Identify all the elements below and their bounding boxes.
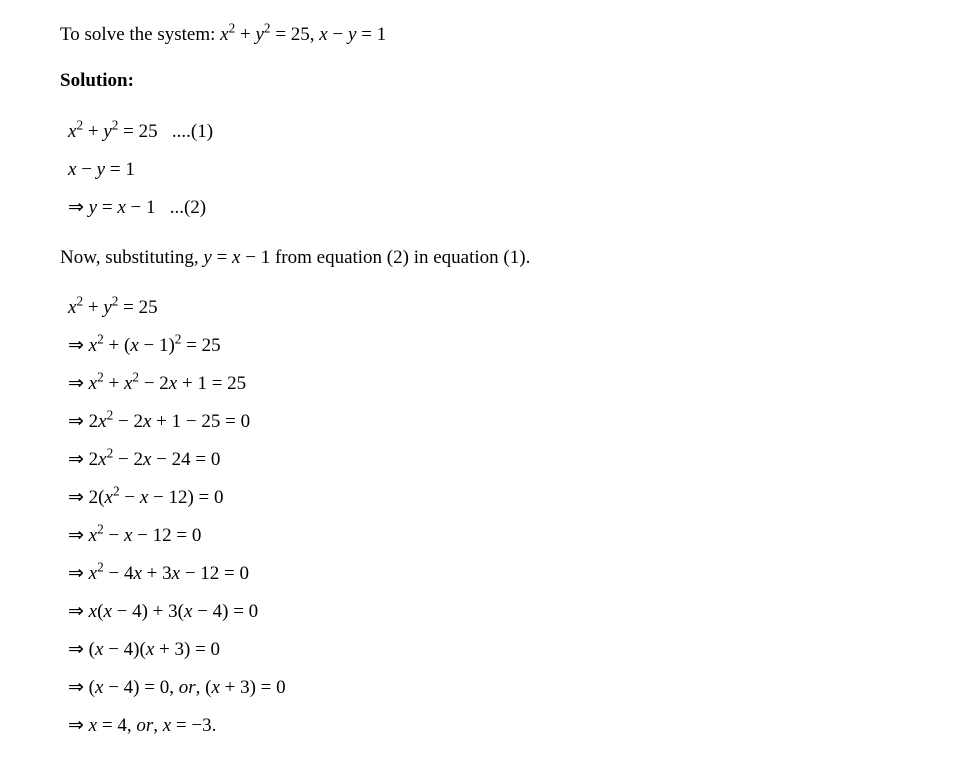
problem-statement: To solve the system: x2 + y2 = 25, x − y… (60, 20, 909, 50)
narrative-prefix: Now, substituting, (60, 247, 203, 268)
b2-l8: ⇒ x2 − 4x + 3x − 12 = 0 (68, 555, 909, 593)
b2-l7: ⇒ x2 − x − 12 = 0 (68, 517, 909, 555)
intro-system-eq: x2 + y2 = 25, x − y = 1 (220, 24, 386, 45)
b2-l3: ⇒ x2 + x2 − 2x + 1 = 25 (68, 365, 909, 403)
b2-l12: ⇒ x = 4, or, x = −3. (68, 707, 909, 745)
eq-2: x − y = 1 (68, 151, 909, 189)
b2-l5: ⇒ 2x2 − 2x − 24 = 0 (68, 441, 909, 479)
b2-l4: ⇒ 2x2 − 2x + 1 − 25 = 0 (68, 403, 909, 441)
b2-l1: x2 + y2 = 25 (68, 289, 909, 327)
b2-l11: ⇒ (x − 4) = 0, or, (x + 3) = 0 (68, 669, 909, 707)
narrative-suffix: from equation (2) in equation (1). (270, 247, 530, 268)
b2-l9: ⇒ x(x − 4) + 3(x − 4) = 0 (68, 593, 909, 631)
intro-prefix: To solve the system: (60, 24, 220, 45)
equation-block-2: x2 + y2 = 25 ⇒ x2 + (x − 1)2 = 25 ⇒ x2 +… (68, 289, 909, 745)
b2-l10: ⇒ (x − 4)(x + 3) = 0 (68, 631, 909, 669)
eq-3: ⇒ y = x − 1 ...(2) (68, 189, 909, 227)
solution-label: Solution: (60, 66, 909, 96)
narrative-1: Now, substituting, y = x − 1 from equati… (60, 243, 909, 273)
b2-l2: ⇒ x2 + (x − 1)2 = 25 (68, 327, 909, 365)
b2-l6: ⇒ 2(x2 − x − 12) = 0 (68, 479, 909, 517)
eq-1: x2 + y2 = 25 ....(1) (68, 113, 909, 151)
equation-block-1: x2 + y2 = 25 ....(1) x − y = 1 ⇒ y = x −… (68, 113, 909, 227)
